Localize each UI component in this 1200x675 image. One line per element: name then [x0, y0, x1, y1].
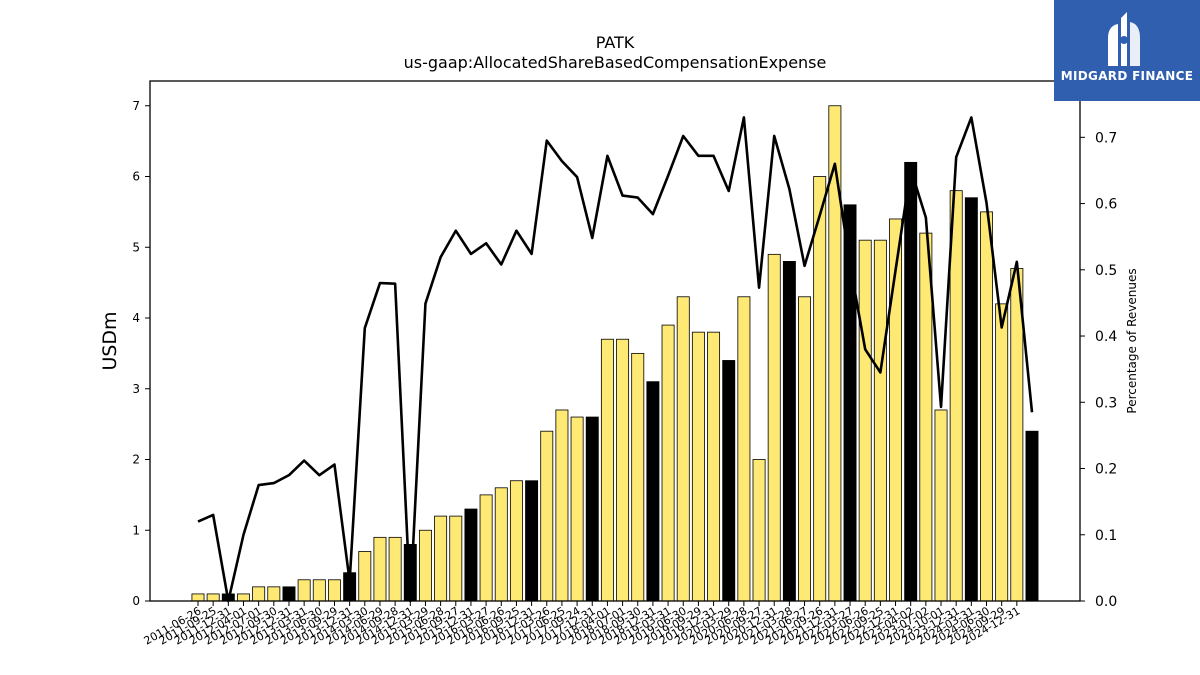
bar [782, 261, 796, 602]
y-axis-label: USDm [99, 311, 121, 370]
bar [995, 303, 1009, 602]
bar [722, 360, 736, 602]
y2-tick-label: 0.3 [1095, 395, 1117, 411]
bar [631, 352, 645, 602]
bar [434, 515, 448, 602]
bar [464, 508, 478, 602]
y2-tick-label: 0.0 [1095, 594, 1117, 610]
y-tick-label: 7 [132, 99, 140, 113]
y2-tick-label: 0.2 [1095, 462, 1117, 478]
axes: 012345670.00.10.20.30.40.50.60.72011-06-… [132, 80, 1117, 648]
y2-tick-label: 0.1 [1095, 528, 1117, 544]
bar [707, 331, 721, 602]
y-tick-label: 2 [132, 453, 140, 467]
bar [616, 338, 630, 602]
bar [328, 579, 341, 602]
bar [237, 593, 250, 602]
bar [585, 416, 599, 602]
bar [191, 593, 205, 602]
y2-tick-label: 0.7 [1095, 130, 1117, 146]
bar [555, 409, 569, 602]
bar [494, 487, 508, 602]
bar [873, 239, 887, 602]
line-series [197, 116, 1034, 603]
y-tick-label: 1 [132, 523, 140, 537]
bar [1025, 430, 1039, 602]
y2-tick-label: 0.5 [1095, 263, 1117, 279]
brand-name: MIDGARD FINANCE [1060, 69, 1194, 83]
plot-frame [149, 80, 1081, 602]
y-tick-label: 0 [132, 594, 140, 608]
bar [449, 515, 463, 602]
bar [691, 331, 705, 602]
bar [206, 593, 220, 602]
chart-title: PATK [596, 33, 635, 52]
bar [600, 338, 614, 602]
bar [934, 409, 948, 602]
bar [388, 536, 402, 602]
bar [676, 296, 690, 602]
y-tick-label: 4 [132, 311, 140, 325]
bar [252, 586, 266, 602]
bar [858, 239, 872, 602]
bar [509, 480, 523, 602]
y2-axis-label: Percentage of Revenues [1125, 268, 1139, 413]
bar [312, 579, 326, 602]
y2-tick-label: 0.6 [1095, 197, 1117, 213]
y-tick-label: 3 [132, 382, 140, 396]
bar [767, 253, 781, 602]
midgard-logo-icon [1108, 12, 1140, 66]
bar [904, 161, 918, 602]
bar [798, 296, 812, 602]
bar [373, 536, 387, 602]
bar [570, 416, 584, 602]
bar [479, 494, 493, 602]
bar [525, 480, 539, 602]
bar [540, 430, 554, 602]
bar [980, 211, 993, 602]
bar [282, 586, 296, 602]
bar [267, 586, 281, 602]
bar [646, 381, 660, 602]
bar [661, 324, 675, 602]
bar [949, 190, 963, 602]
bar [964, 197, 978, 602]
y-tick-label: 5 [132, 240, 140, 254]
y-tick-label: 6 [132, 170, 140, 184]
bar [752, 459, 766, 602]
bar [813, 176, 827, 602]
chart-subtitle: us-gaap:AllocatedShareBasedCompensationE… [404, 53, 827, 72]
percentage-line [197, 116, 1034, 603]
bar [919, 232, 933, 602]
bar [737, 296, 751, 602]
bar [1010, 268, 1024, 602]
y2-tick-label: 0.4 [1095, 329, 1117, 345]
bar-series [191, 105, 1039, 602]
brand-logo: MIDGARD FINANCE [1054, 0, 1200, 101]
bar [358, 551, 372, 602]
bar [418, 529, 432, 602]
bar [297, 579, 311, 602]
